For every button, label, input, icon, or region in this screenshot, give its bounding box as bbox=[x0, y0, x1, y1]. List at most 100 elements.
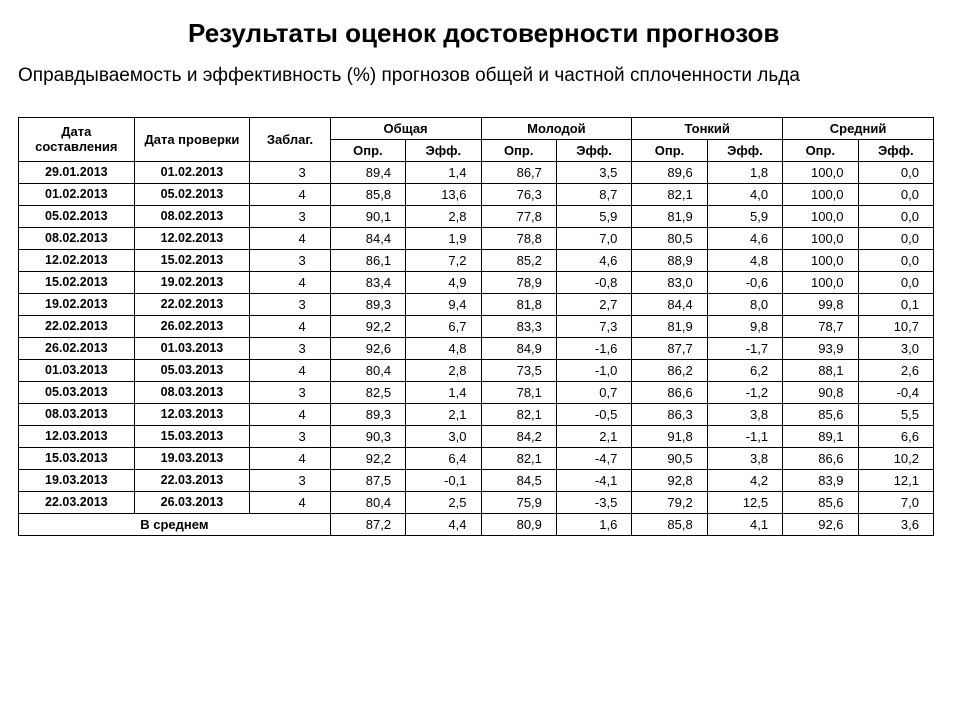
table-row: 12.03.201315.03.2013390,33,084,22,191,8-… bbox=[19, 425, 934, 447]
cell-value: 85,8 bbox=[632, 513, 707, 535]
cell-value: 3,8 bbox=[707, 403, 782, 425]
cell-date-compiled: 12.02.2013 bbox=[19, 249, 135, 271]
cell-value: 89,1 bbox=[783, 425, 858, 447]
cell-value: 82,5 bbox=[330, 381, 405, 403]
cell-value: 12,1 bbox=[858, 469, 933, 491]
cell-value: 2,6 bbox=[858, 359, 933, 381]
cell-value: 86,1 bbox=[330, 249, 405, 271]
cell-zablag: 4 bbox=[250, 227, 330, 249]
col-sub-eff: Эфф. bbox=[707, 139, 782, 161]
cell-value: 92,6 bbox=[330, 337, 405, 359]
cell-value: -4,1 bbox=[556, 469, 631, 491]
cell-value: 86,6 bbox=[783, 447, 858, 469]
col-group-medium: Средний bbox=[783, 117, 934, 139]
cell-value: 87,7 bbox=[632, 337, 707, 359]
table-row: 15.03.201319.03.2013492,26,482,1-4,790,5… bbox=[19, 447, 934, 469]
table-row: 22.03.201326.03.2013480,42,575,9-3,579,2… bbox=[19, 491, 934, 513]
cell-value: 77,8 bbox=[481, 205, 556, 227]
cell-value: 4,0 bbox=[707, 183, 782, 205]
cell-zablag: 3 bbox=[250, 425, 330, 447]
cell-zablag: 3 bbox=[250, 249, 330, 271]
cell-value: 79,2 bbox=[632, 491, 707, 513]
cell-value: 83,3 bbox=[481, 315, 556, 337]
cell-date-compiled: 12.03.2013 bbox=[19, 425, 135, 447]
cell-value: 85,6 bbox=[783, 403, 858, 425]
cell-zablag: 4 bbox=[250, 447, 330, 469]
cell-value: 100,0 bbox=[783, 271, 858, 293]
cell-value: 2,1 bbox=[406, 403, 481, 425]
cell-value: 83,9 bbox=[783, 469, 858, 491]
cell-value: 81,8 bbox=[481, 293, 556, 315]
page-subtitle: Оправдываемость и эффективность (%) прог… bbox=[18, 63, 934, 89]
cell-value: 80,5 bbox=[632, 227, 707, 249]
cell-value: 82,1 bbox=[632, 183, 707, 205]
cell-average-label: В среднем bbox=[19, 513, 331, 535]
cell-date-compiled: 01.02.2013 bbox=[19, 183, 135, 205]
cell-value: 0,0 bbox=[858, 227, 933, 249]
cell-value: 0,0 bbox=[858, 205, 933, 227]
cell-date-compiled: 22.03.2013 bbox=[19, 491, 135, 513]
cell-value: 7,2 bbox=[406, 249, 481, 271]
cell-value: -0,5 bbox=[556, 403, 631, 425]
table-row: 08.02.201312.02.2013484,41,978,87,080,54… bbox=[19, 227, 934, 249]
cell-value: -1,6 bbox=[556, 337, 631, 359]
cell-value: 7,0 bbox=[858, 491, 933, 513]
cell-value: 13,6 bbox=[406, 183, 481, 205]
cell-date-checked: 19.02.2013 bbox=[134, 271, 250, 293]
cell-value: 5,5 bbox=[858, 403, 933, 425]
cell-value: 80,4 bbox=[330, 491, 405, 513]
col-sub-eff: Эфф. bbox=[556, 139, 631, 161]
cell-value: 86,6 bbox=[632, 381, 707, 403]
cell-value: 84,4 bbox=[632, 293, 707, 315]
cell-date-checked: 19.03.2013 bbox=[134, 447, 250, 469]
cell-value: 89,3 bbox=[330, 403, 405, 425]
cell-value: 0,0 bbox=[858, 183, 933, 205]
cell-date-checked: 26.02.2013 bbox=[134, 315, 250, 337]
cell-zablag: 3 bbox=[250, 293, 330, 315]
cell-value: 6,4 bbox=[406, 447, 481, 469]
col-group-total: Общая bbox=[330, 117, 481, 139]
cell-value: 5,9 bbox=[707, 205, 782, 227]
cell-value: 100,0 bbox=[783, 227, 858, 249]
cell-value: 2,8 bbox=[406, 359, 481, 381]
col-sub-opr: Опр. bbox=[783, 139, 858, 161]
table-row: 19.03.201322.03.2013387,5-0,184,5-4,192,… bbox=[19, 469, 934, 491]
cell-value: 5,9 bbox=[556, 205, 631, 227]
cell-value: 90,5 bbox=[632, 447, 707, 469]
cell-value: 87,2 bbox=[330, 513, 405, 535]
table-row: 19.02.201322.02.2013389,39,481,82,784,48… bbox=[19, 293, 934, 315]
col-group-thin: Тонкий bbox=[632, 117, 783, 139]
cell-date-checked: 15.03.2013 bbox=[134, 425, 250, 447]
table-row-average: В среднем87,24,480,91,685,84,192,63,6 bbox=[19, 513, 934, 535]
cell-value: -0,1 bbox=[406, 469, 481, 491]
cell-value: 86,2 bbox=[632, 359, 707, 381]
cell-value: 92,2 bbox=[330, 315, 405, 337]
cell-value: 4,4 bbox=[406, 513, 481, 535]
cell-value: 87,5 bbox=[330, 469, 405, 491]
table-row: 08.03.201312.03.2013489,32,182,1-0,586,3… bbox=[19, 403, 934, 425]
cell-value: -1,2 bbox=[707, 381, 782, 403]
cell-value: 2,5 bbox=[406, 491, 481, 513]
cell-value: 4,9 bbox=[406, 271, 481, 293]
col-group-young: Молодой bbox=[481, 117, 632, 139]
cell-value: 78,7 bbox=[783, 315, 858, 337]
cell-value: 84,5 bbox=[481, 469, 556, 491]
cell-value: 4,6 bbox=[556, 249, 631, 271]
cell-value: 78,1 bbox=[481, 381, 556, 403]
cell-value: 92,6 bbox=[783, 513, 858, 535]
cell-value: -4,7 bbox=[556, 447, 631, 469]
cell-value: 1,4 bbox=[406, 381, 481, 403]
cell-value: 0,7 bbox=[556, 381, 631, 403]
cell-value: -0,8 bbox=[556, 271, 631, 293]
col-zablag: Заблаг. bbox=[250, 117, 330, 161]
cell-zablag: 3 bbox=[250, 469, 330, 491]
col-date-compiled: Дата составления bbox=[19, 117, 135, 161]
cell-value: 84,9 bbox=[481, 337, 556, 359]
cell-value: 10,7 bbox=[858, 315, 933, 337]
cell-value: 85,8 bbox=[330, 183, 405, 205]
cell-date-compiled: 08.02.2013 bbox=[19, 227, 135, 249]
cell-value: 4,1 bbox=[707, 513, 782, 535]
cell-value: 100,0 bbox=[783, 161, 858, 183]
cell-value: 1,9 bbox=[406, 227, 481, 249]
cell-date-checked: 05.02.2013 bbox=[134, 183, 250, 205]
